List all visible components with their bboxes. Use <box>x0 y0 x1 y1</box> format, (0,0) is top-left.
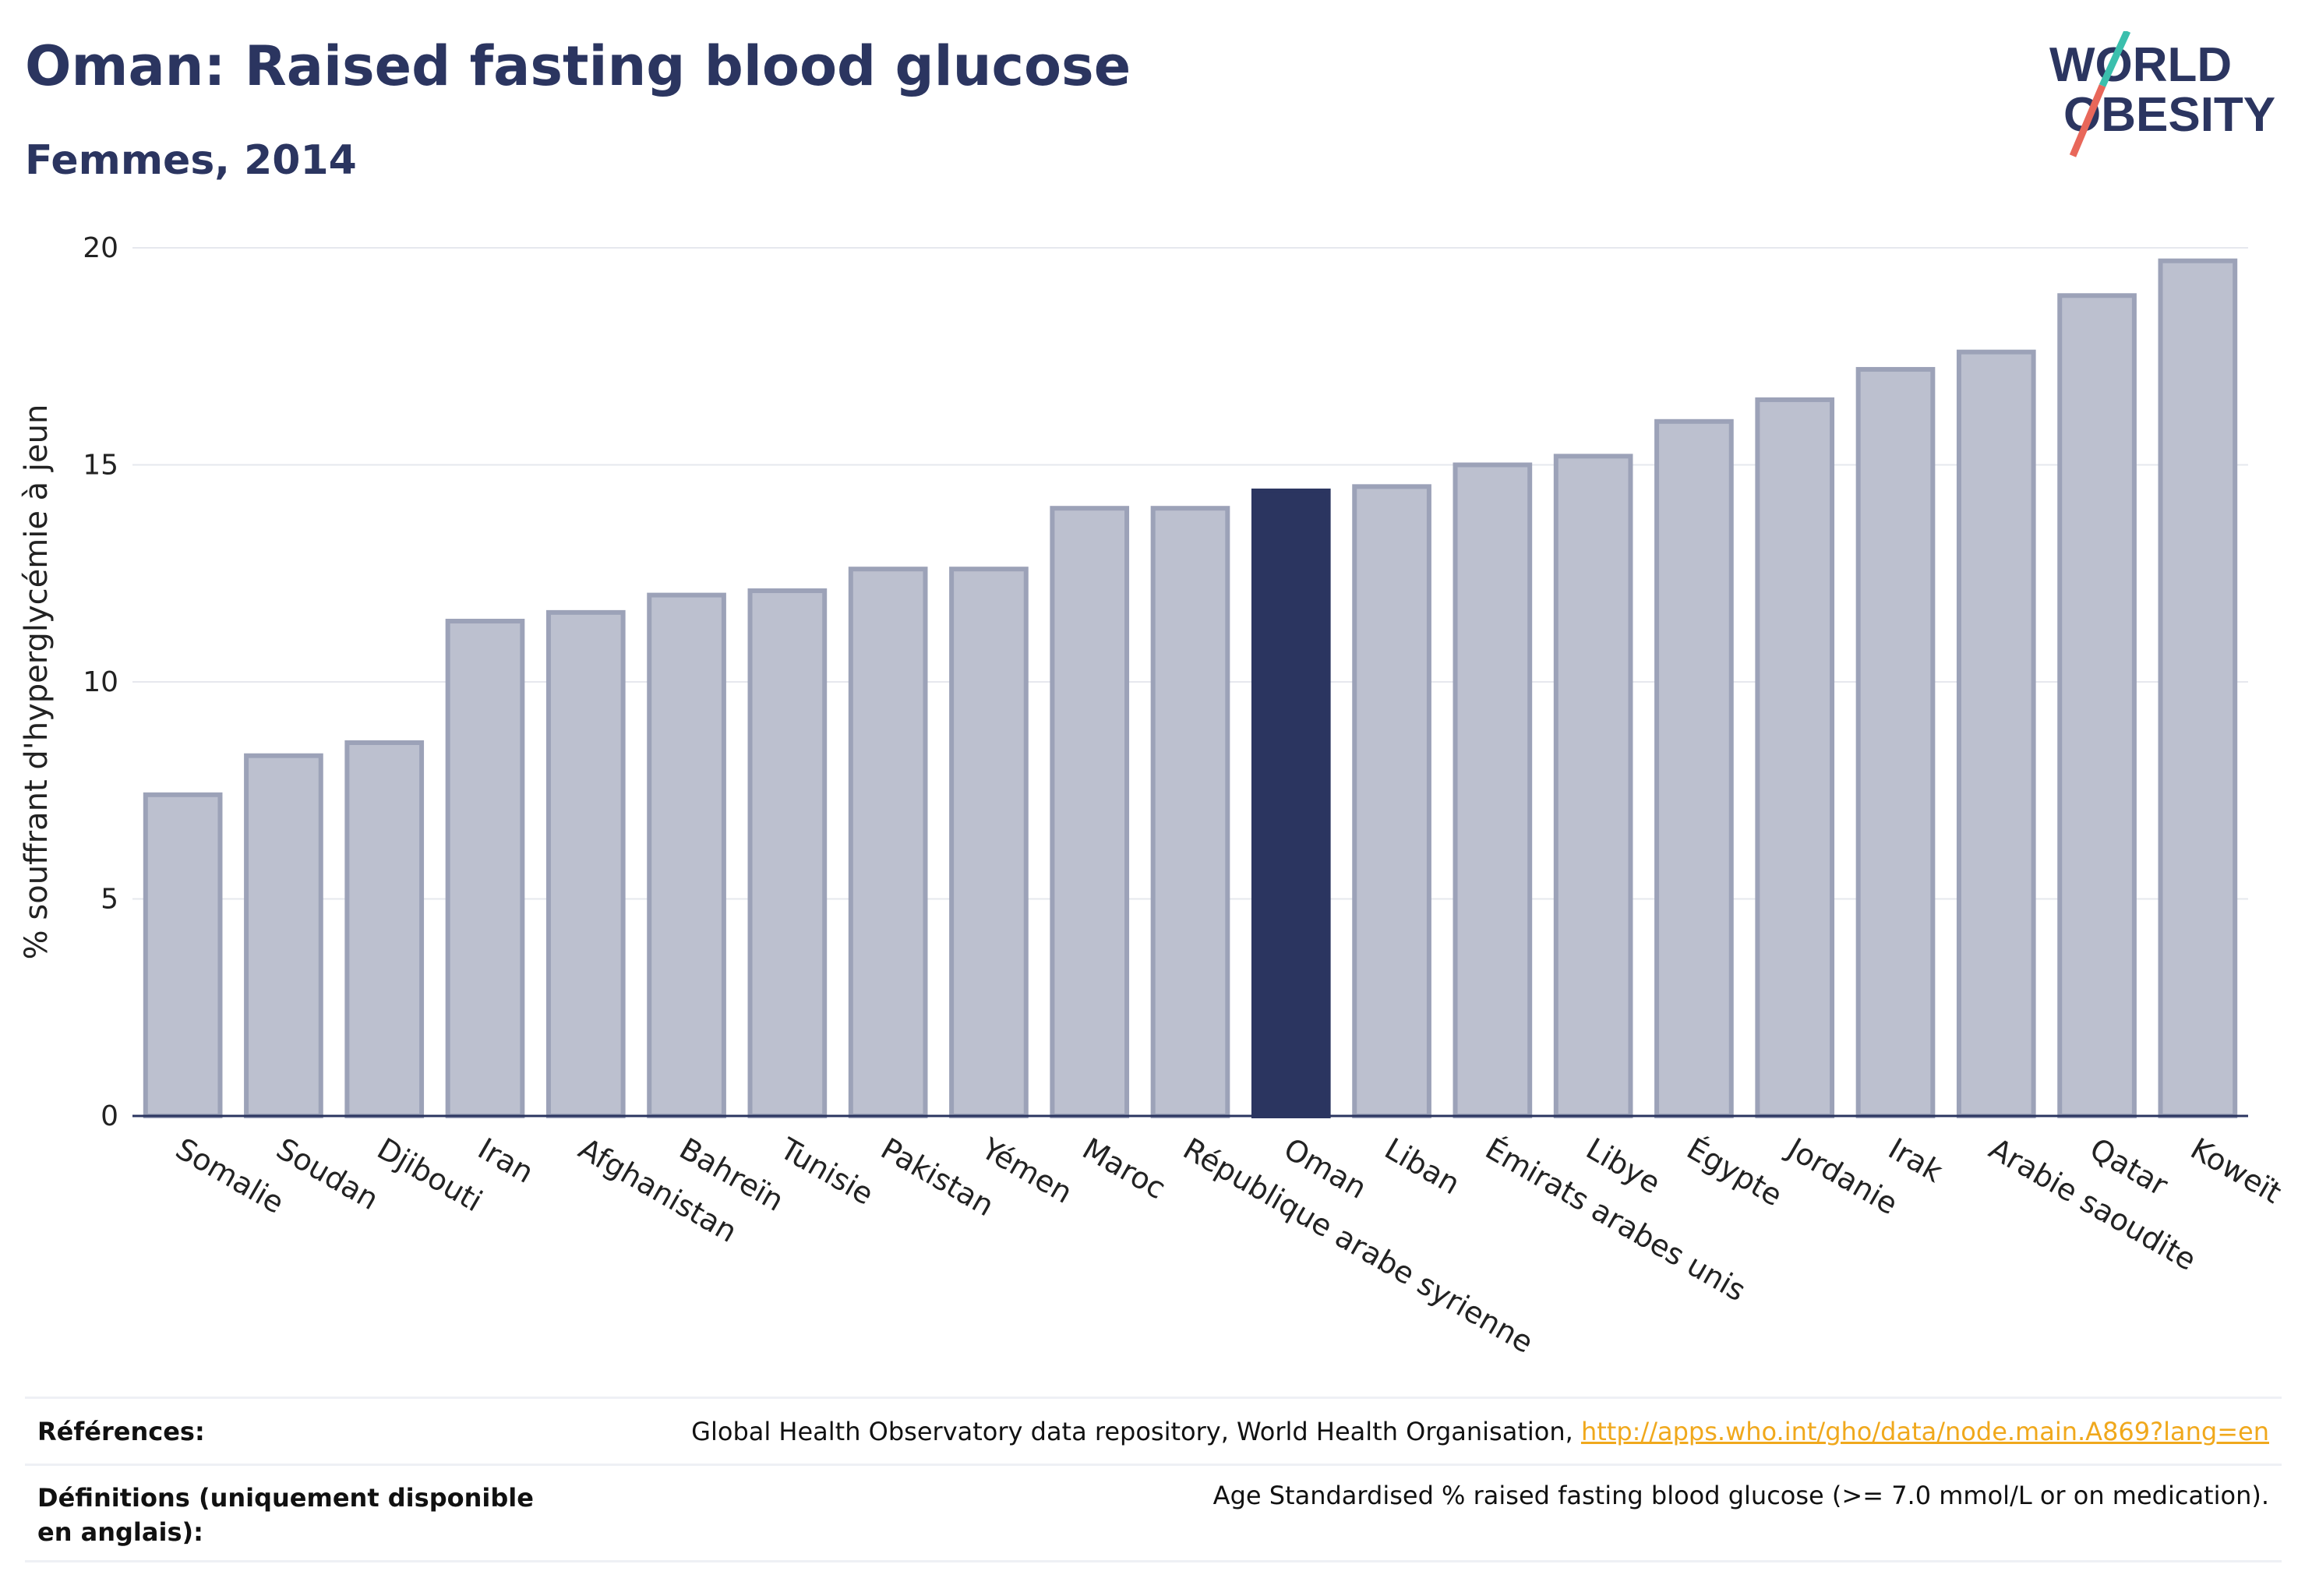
bar <box>244 753 323 1118</box>
bar <box>747 588 828 1118</box>
definitions-row: Définitions (uniquement disponible en an… <box>25 1481 2282 1551</box>
bar <box>1855 366 1936 1118</box>
logo-word-world: WORLD <box>2049 38 2232 92</box>
bar <box>344 740 425 1118</box>
logo-slash-teal <box>2099 31 2131 87</box>
y-tick-label: 20 <box>83 232 118 264</box>
bar <box>1654 418 1734 1118</box>
references-label: Références: <box>37 1417 205 1446</box>
references-row: Références: Global Health Observatory da… <box>25 1417 2282 1457</box>
y-tick-label: 15 <box>83 450 118 482</box>
bar <box>647 592 726 1118</box>
bar <box>848 567 928 1118</box>
bar <box>143 792 223 1118</box>
x-tick-label: Jordanie <box>1781 1131 1904 1222</box>
x-tick-label: Koweït <box>2185 1132 2287 1210</box>
x-tick-label: Égypte <box>1681 1132 1788 1213</box>
bar <box>445 619 525 1118</box>
y-tick-label: 0 <box>101 1100 118 1132</box>
y-tick-label: 5 <box>101 884 118 916</box>
y-axis-ticks: 0 5 10 15 20 <box>83 232 118 1132</box>
bar <box>949 567 1029 1118</box>
footer-divider-bottom <box>25 1560 2282 1562</box>
bar <box>1352 484 1431 1118</box>
definitions-label: Définitions (uniquement disponible en an… <box>37 1483 534 1547</box>
x-tick-label: Irak <box>1883 1132 1948 1189</box>
footer-divider-middle <box>25 1464 2282 1466</box>
world-obesity-logo: WORLD OBESITY <box>2049 31 2275 157</box>
x-tick-label: Iran <box>472 1132 539 1190</box>
bar <box>1956 349 2036 1118</box>
references-value: Global Health Observatory data repositor… <box>691 1417 2269 1446</box>
x-tick-label: Soudan <box>270 1132 384 1217</box>
footer-divider-top <box>25 1396 2282 1399</box>
bar <box>1755 397 1835 1118</box>
chart-subtitle: Femmes, 2014 <box>25 137 357 184</box>
bar <box>545 609 626 1118</box>
bar <box>2158 258 2238 1119</box>
bar <box>2057 293 2137 1118</box>
x-tick-label: Maroc <box>1077 1132 1172 1206</box>
bar <box>1553 454 1633 1118</box>
bar <box>1050 506 1130 1118</box>
y-axis-title: % souffrant d'hyperglycémie à jeun <box>19 404 55 960</box>
chart-title: Oman: Raised fasting blood glucose <box>25 34 1131 98</box>
x-tick-label: Tunisie <box>774 1131 879 1212</box>
logo-slash-coral <box>2069 84 2106 157</box>
definitions-value: Age Standardised % raised fasting blood … <box>1213 1481 2269 1510</box>
references-text: Global Health Observatory data repositor… <box>691 1417 1581 1446</box>
x-tick-label: Pakistan <box>875 1132 1000 1223</box>
y-tick-label: 10 <box>83 666 118 698</box>
bar <box>1453 462 1533 1118</box>
references-link[interactable]: http://apps.who.int/gho/data/node.main.A… <box>1580 1417 2269 1446</box>
x-tick-label: Somalie <box>170 1132 290 1220</box>
bar-highlighted <box>1251 488 1331 1118</box>
bar <box>1150 506 1230 1118</box>
x-tick-label: Djibouti <box>372 1132 489 1219</box>
x-tick-label: Liban <box>1379 1132 1466 1202</box>
x-tick-label: République arabe syrienne <box>1177 1132 1539 1360</box>
bars-group <box>143 258 2238 1119</box>
